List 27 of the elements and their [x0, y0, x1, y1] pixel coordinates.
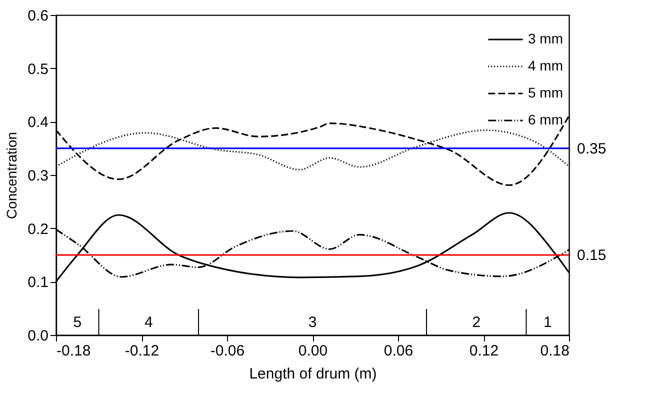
annotation: 2: [472, 314, 481, 331]
x-tick-label: 0.06: [384, 342, 414, 360]
ref-line-label: 0.15: [577, 247, 606, 264]
x-tick-label: -0.06: [210, 342, 245, 360]
y-tick-label: 0.0: [28, 328, 48, 344]
y-tick-label: 0.6: [28, 8, 48, 24]
y-axis-title: Concentration: [4, 132, 20, 220]
y-tick-label: 0.4: [28, 114, 48, 132]
x-tick-label: 0.00: [298, 342, 328, 360]
x-tick-label: -0.12: [124, 342, 160, 360]
legend-label: 3 mm: [528, 30, 563, 46]
ref-line-label: 0.35: [577, 140, 606, 158]
x-axis-title: Length of drum (m): [249, 366, 377, 382]
annotation: 4: [144, 314, 153, 331]
y-tick-label: 0.3: [28, 168, 48, 184]
annotation: 5: [73, 314, 82, 331]
x-tick-label: 0.12: [469, 342, 499, 360]
y-tick-label: 0.2: [28, 220, 48, 238]
y-tick-label: 0.5: [28, 60, 48, 78]
annotation: 3: [308, 314, 317, 331]
annotation: 1: [543, 314, 552, 331]
x-tick-label: 0.18: [540, 342, 570, 360]
y-tick-label: 0.1: [28, 274, 48, 292]
legend-label: 5 mm: [528, 84, 563, 100]
legend-label: 6 mm: [528, 112, 563, 128]
x-tick-label: -0.18: [56, 342, 91, 360]
legend-label: 4 mm: [528, 58, 563, 74]
